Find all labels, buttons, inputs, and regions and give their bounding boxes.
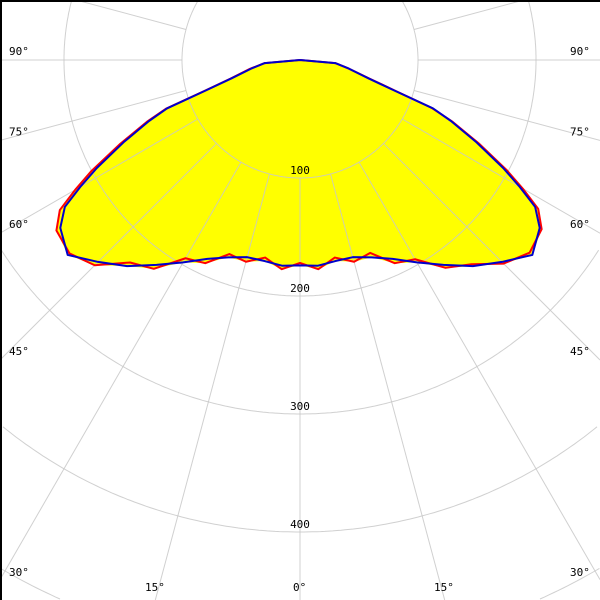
angle-label-left-75: 75° (9, 125, 29, 138)
grid-circle-200 (63, 0, 300, 297)
angle-label-right-30: 30° (570, 566, 590, 579)
angle-label-left-90: 90° (9, 45, 29, 58)
grid-radial-line-300 (0, 118, 199, 234)
angle-label-right-90: 90° (570, 45, 590, 58)
grid-radial-line-30 (358, 161, 600, 580)
grid-radial-line-330 (0, 161, 242, 580)
intensity-curve-blue (59, 59, 541, 268)
angle-label-0: 0° (293, 581, 306, 594)
radial-tick-label-100: 100 (290, 164, 310, 177)
grid-radial-line-15 (330, 173, 446, 600)
angle-label-right-45: 45° (570, 345, 590, 358)
angle-label-right-60: 60° (570, 218, 590, 231)
grid-radial-line-285 (0, 90, 187, 141)
angle-label-right-75: 75° (570, 125, 590, 138)
grid-radial-line-120 (401, 0, 405, 2)
grid-radial-line-255 (75, 0, 187, 30)
grid-radial-line-240 (195, 0, 199, 2)
grid-circle-300 (300, 249, 600, 415)
grid-radial-line-105 (413, 0, 525, 30)
grid-radial-line-315 (0, 143, 217, 361)
radial-tick-label-300: 300 (290, 400, 310, 413)
grid-circle-500 (539, 567, 600, 600)
grid-circle-100 (181, 0, 300, 179)
grid-circle-500 (0, 567, 61, 600)
grid-circle-400 (300, 426, 598, 533)
angle-label-left-30: 30° (9, 566, 29, 579)
grid-circle-300 (0, 249, 300, 415)
angle-label-left-45: 45° (9, 345, 29, 358)
grid-radial-line-60 (401, 118, 600, 234)
intensity-fill-area (56, 60, 542, 270)
grid-circle-200 (300, 0, 537, 297)
grid-radial-line-345 (154, 173, 270, 600)
angle-label-right-15: 15° (434, 581, 454, 594)
angle-label-left-15: 15° (145, 581, 165, 594)
grid-radial-line-75 (413, 90, 600, 141)
radial-tick-label-400: 400 (290, 518, 310, 531)
grid-radial-line-45 (383, 143, 600, 361)
radial-tick-label-200: 200 (290, 282, 310, 295)
grid-circle-100 (300, 0, 419, 179)
angle-label-left-60: 60° (9, 218, 29, 231)
grid-circle-400 (2, 426, 300, 533)
